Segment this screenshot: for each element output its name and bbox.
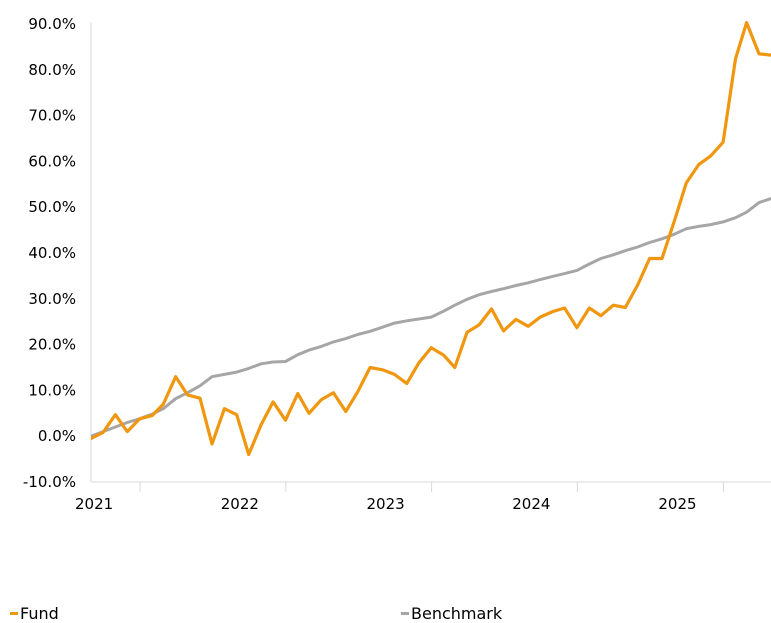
legend-label-benchmark: Benchmark xyxy=(411,604,502,623)
y-tick-label: 90.0% xyxy=(28,15,76,33)
y-tick-label: 50.0% xyxy=(28,198,76,216)
x-tick-label: 2023 xyxy=(367,495,405,513)
line-chart: 90.0% 80.0% 70.0% 60.0% 50.0% 40.0% 30.0% 20.0%… xyxy=(0,0,771,597)
x-tick-label: 2021 xyxy=(75,495,113,513)
x-axis: 2021 2022 2023 2024 2025 xyxy=(75,482,771,513)
fund-swatch xyxy=(10,612,18,615)
y-tick-label: 70.0% xyxy=(28,107,76,125)
series-layer xyxy=(91,23,771,455)
x-tick-label: 2024 xyxy=(512,495,550,513)
y-tick-label: -10.0% xyxy=(23,473,76,491)
y-tick-label: 80.0% xyxy=(28,61,76,79)
legend-label-fund: Fund xyxy=(20,604,59,623)
y-tick-label: 40.0% xyxy=(28,244,76,262)
y-tick-label: 0.0% xyxy=(38,427,76,445)
legend-item-fund: Fund xyxy=(10,604,59,623)
x-tick-label: 2025 xyxy=(658,495,696,513)
y-axis: 90.0% 80.0% 70.0% 60.0% 50.0% 40.0% 30.0% 20.0%… xyxy=(23,15,91,491)
y-tick-label: 10.0% xyxy=(28,381,76,399)
x-tick-label: 2022 xyxy=(221,495,259,513)
y-tick-label: 30.0% xyxy=(28,290,76,308)
y-tick-label: 60.0% xyxy=(28,152,76,170)
benchmark-swatch xyxy=(401,612,409,615)
y-tick-label: 20.0% xyxy=(28,336,76,354)
legend-item-benchmark: Benchmark xyxy=(401,604,502,623)
